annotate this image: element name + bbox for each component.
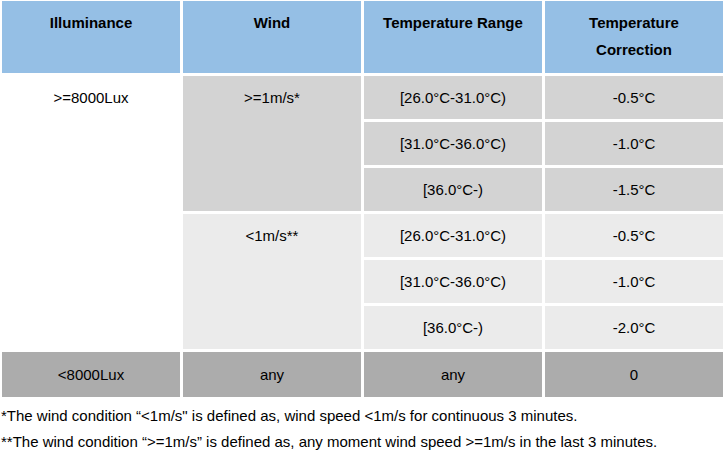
cell-temperature-correction: -2.0°C [545,306,723,349]
footnote-wind-lt1ms: *The wind condition “<1m/s" is defined a… [1,403,724,429]
header-temperature-correction: Temperature Correction [545,1,723,73]
cell-temperature-correction: -1.0°C [545,122,723,165]
cell-wind-lt1ms: <1m/s** [183,214,361,349]
cell-temperature-correction: -1.0°C [545,260,723,303]
cell-range-any: any [364,352,542,397]
header-illuminance: Illuminance [2,1,180,73]
footnotes: *The wind condition “<1m/s" is defined a… [1,403,724,451]
cell-temperature-range: [36.0°C-) [364,306,542,349]
header-wind: Wind [183,1,361,73]
cell-temperature-range: [36.0°C-) [364,168,542,211]
document-page: Illuminance Wind Temperature Range Tempe… [0,1,724,451]
header-temperature-range-label: Temperature Range [383,9,523,36]
cell-wind-ge1ms: >=1m/s* [183,76,361,211]
cell-illuminance-ge8000lux-label: >=8000Lux [53,89,128,106]
cell-wind-lt1ms-label: <1m/s** [246,227,299,244]
header-temperature-range: Temperature Range [364,1,542,73]
cell-temperature-correction: -0.5°C [545,214,723,257]
cell-temperature-correction: -0.5°C [545,76,723,119]
cell-temperature-correction: -1.5°C [545,168,723,211]
cell-temperature-range: [26.0°C-31.0°C) [364,214,542,257]
cell-wind-any: any [183,352,361,397]
footnote-wind-ge1ms: **The wind condition “>=1m/s” is defined… [1,429,724,451]
cell-temperature-range: [31.0°C-36.0°C) [364,122,542,165]
cell-temperature-range: [26.0°C-31.0°C) [364,76,542,119]
cell-wind-ge1ms-label: >=1m/s* [244,89,300,106]
header-wind-label: Wind [254,9,291,36]
cell-illuminance-ge8000lux: >=8000Lux [2,76,180,349]
cell-correction-zero: 0 [545,352,723,397]
header-illuminance-label: Illuminance [50,9,133,36]
header-temperature-correction-label: Temperature Correction [574,9,694,63]
temperature-correction-table: Illuminance Wind Temperature Range Tempe… [2,1,723,397]
cell-temperature-range: [31.0°C-36.0°C) [364,260,542,303]
cell-illuminance-lt8000lux: <8000Lux [2,352,180,397]
